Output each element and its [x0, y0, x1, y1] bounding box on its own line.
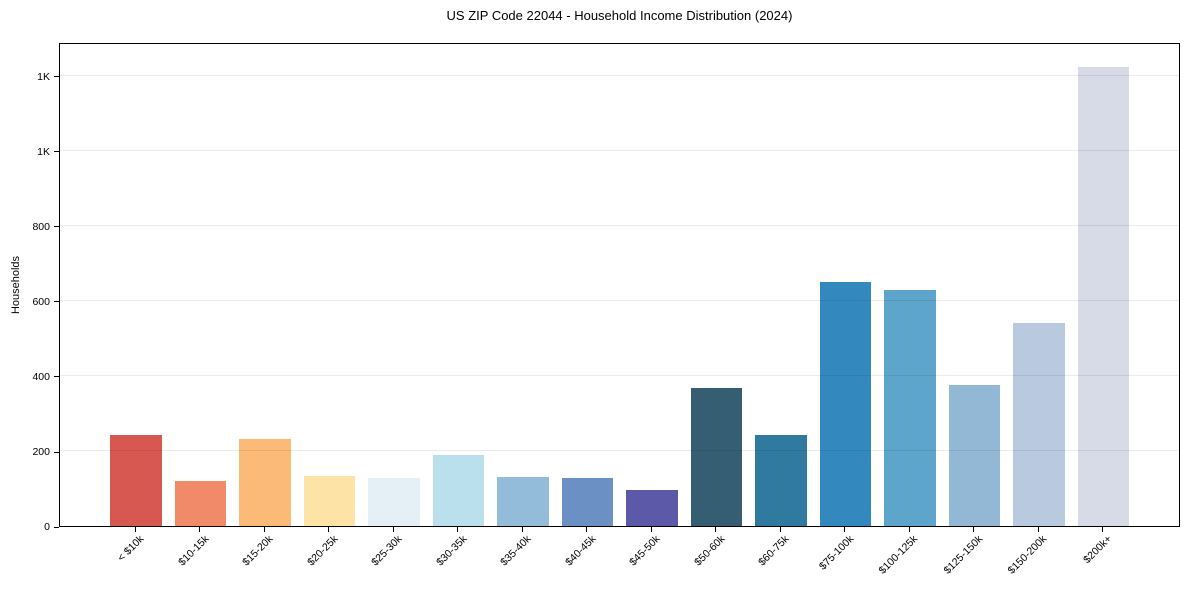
x-tick-mark: [715, 527, 716, 532]
bar-$100-125k: [884, 289, 936, 526]
x-tick-mark: [521, 527, 523, 532]
gridline-1000: [60, 149, 1179, 151]
x-tick-label: $30-35k: [433, 533, 469, 569]
bar-$50-60k: [690, 388, 743, 526]
x-tick-label: $10-15k: [175, 533, 211, 569]
bar-$75-100k: [819, 281, 872, 526]
bar-$35-40k: [497, 476, 549, 526]
bar-$40-45k: [561, 478, 614, 526]
x-tick-label: $45-50k: [627, 533, 663, 569]
y-tick-label: 800: [32, 220, 50, 233]
bar-< $10k: [110, 434, 162, 526]
y-tick-label: 600: [32, 295, 50, 308]
bar-$20-25k: [303, 475, 356, 526]
y-tick-mark: [54, 526, 59, 528]
x-tick-label: $40-45k: [562, 533, 598, 569]
x-tick-label: $50-60k: [691, 533, 727, 569]
x-tick-mark: [134, 527, 136, 532]
x-tick-label: $150-200k: [1005, 533, 1050, 577]
y-tick-label: 400: [32, 370, 50, 383]
y-tick-mark: [54, 226, 59, 228]
x-tick-mark: [392, 527, 394, 532]
y-tick-mark: [54, 76, 59, 78]
x-tick-mark: [1037, 527, 1039, 532]
y-tick-label: 0: [44, 521, 50, 533]
x-tick-mark: [1102, 527, 1103, 532]
x-tick-label: $125-150k: [941, 533, 985, 577]
x-tick-label: < $10k: [115, 533, 147, 564]
gridline-800: [60, 224, 1179, 226]
x-tick-label: $100-125k: [876, 533, 921, 577]
x-tick-mark: [328, 527, 329, 532]
x-tick-mark: [973, 527, 974, 532]
y-tick-label: 200: [32, 446, 50, 458]
bar-$150-200k: [1013, 323, 1065, 526]
y-tick-label: 1K: [37, 70, 50, 83]
x-tick-mark: [779, 527, 781, 532]
bar-$125-150k: [948, 384, 1001, 526]
x-tick-label: $200k+: [1080, 533, 1114, 567]
bar-$30-35k: [432, 454, 485, 526]
x-tick-label: $25-30k: [369, 533, 405, 569]
x-tick-label: $20-25k: [304, 533, 340, 569]
x-tick-mark: [457, 527, 458, 532]
x-tick-label: $15-20k: [240, 533, 276, 569]
x-tick-mark: [263, 527, 265, 532]
y-tick-mark: [54, 301, 59, 303]
plot-area: [59, 43, 1180, 527]
bar-$10-15k: [174, 480, 227, 526]
x-tick-label: $75-100k: [816, 533, 856, 573]
bar-$45-50k: [626, 490, 678, 526]
gridline-600: [60, 299, 1179, 301]
y-tick-label: 1K: [37, 145, 50, 158]
chart-title: US ZIP Code 22044 - Household Income Dis…: [446, 8, 793, 23]
x-tick-label: $60-75k: [756, 533, 792, 569]
bar-$25-30k: [368, 478, 420, 526]
x-tick-mark: [650, 527, 652, 532]
bar-$15-20k: [239, 439, 291, 526]
x-tick-mark: [844, 527, 845, 532]
gridline-1200: [60, 74, 1179, 76]
x-tick-mark: [908, 527, 910, 532]
y-tick-mark: [54, 376, 59, 378]
bar-$200k+: [1077, 67, 1130, 526]
x-tick-label: $35-40k: [498, 533, 534, 569]
gridline-400: [60, 374, 1179, 376]
x-tick-mark: [586, 527, 587, 532]
bar-$60-75k: [755, 434, 807, 526]
gridline-200: [60, 450, 1179, 451]
x-tick-mark: [199, 527, 200, 532]
y-tick-mark: [54, 151, 59, 153]
y-tick-mark: [54, 451, 59, 453]
